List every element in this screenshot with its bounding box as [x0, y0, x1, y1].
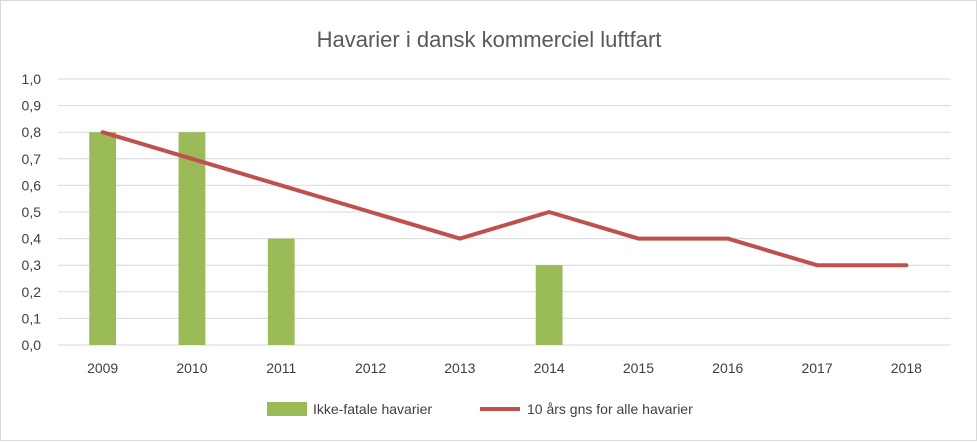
- y-tick-label: 1,0: [22, 71, 42, 87]
- x-tick-label: 2016: [712, 360, 743, 376]
- bar: [267, 238, 295, 345]
- y-tick-label: 0,9: [22, 98, 42, 114]
- bar: [535, 265, 563, 345]
- legend-label-line: 10 års gns for alle havarier: [527, 401, 693, 417]
- x-tick-label: 2017: [801, 360, 832, 376]
- series-line: [100, 130, 909, 268]
- x-tick-label: 2018: [891, 360, 922, 376]
- x-tick-label: 2009: [87, 360, 118, 376]
- bar-series: [89, 132, 563, 345]
- x-tick-label: 2011: [266, 360, 296, 376]
- chart-title: Havarier i dansk kommerciel luftfart: [317, 27, 662, 52]
- bar: [89, 132, 117, 345]
- legend-label-bar: Ikke-fatale havarier: [313, 401, 432, 417]
- y-tick-label: 0,7: [22, 151, 42, 167]
- legend-swatch-bar: [267, 402, 307, 416]
- x-tick-label: 2012: [355, 360, 386, 376]
- y-tick-label: 0,8: [22, 124, 42, 140]
- x-tick-label: 2014: [534, 360, 565, 376]
- y-tick-label: 0,0: [22, 337, 42, 353]
- y-axis-ticks: 0,0 0,1 0,2 0,3 0,4 0,5 0,6 0,7 0,8 0,9 1,0: [22, 71, 42, 353]
- legend: Ikke-fatale havarier 10 års gns for alle…: [267, 401, 693, 417]
- x-tick-label: 2015: [623, 360, 654, 376]
- x-tick-label: 2010: [176, 360, 207, 376]
- y-tick-label: 0,4: [22, 231, 42, 247]
- y-tick-label: 0,2: [22, 284, 42, 300]
- x-tick-label: 2013: [444, 360, 475, 376]
- y-tick-label: 0,6: [22, 177, 42, 193]
- y-tick-label: 0,1: [22, 310, 42, 326]
- gridlines: [58, 78, 951, 346]
- bar: [178, 132, 206, 345]
- y-tick-label: 0,5: [22, 204, 42, 220]
- line-series: [100, 130, 909, 268]
- y-tick-label: 0,3: [22, 257, 42, 273]
- x-axis-ticks: 2009 2010 2011 2012 2013 2014 2015 2016 2017 2018: [87, 360, 922, 376]
